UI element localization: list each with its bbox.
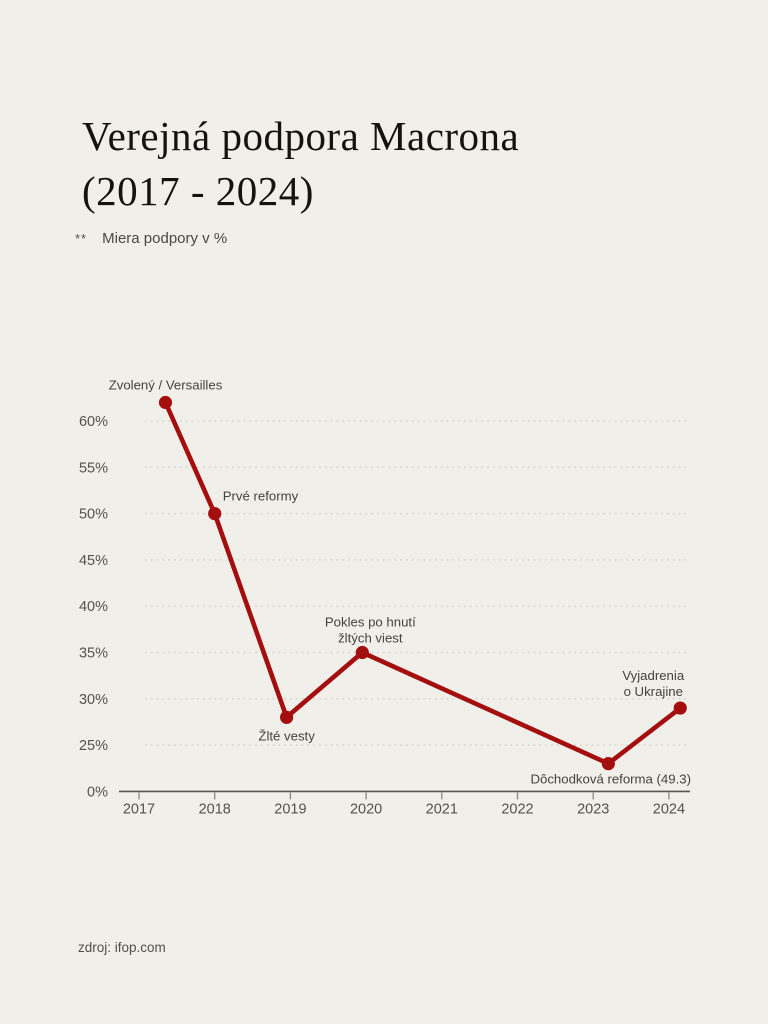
footnote-asterisks: ** [75,231,88,246]
y-tick-label: 45% [79,553,108,569]
point-annotation: Prvé reformy [223,489,299,504]
data-point [208,506,222,521]
point-annotation: Zvolený / Versailles [109,377,223,392]
y-tick-label: 30% [79,692,108,708]
y-tick-label: 40% [79,599,108,615]
trend-line [163,400,683,766]
page-title: Verejná podpora Macrona (2017 - 2024) [82,113,520,214]
y-tick-label: 25% [79,738,108,754]
data-point [673,701,687,715]
y-tick-label: 60% [79,414,108,430]
y-tick-label: 55% [79,460,108,476]
x-tick-label: 2018 [199,801,231,817]
point-annotation: Dôchodková reforma (49.3) [530,772,691,787]
point-annotation: Vyjadrenia [622,668,684,683]
x-tick-label: 2020 [350,801,382,817]
y-tick-label: 50% [79,507,108,523]
source-note: zdroj: ifop.com [78,940,166,955]
point-annotation: Žlté vesty [258,728,315,743]
x-tick-label: 2019 [274,801,306,817]
point-annotation: o Ukrajine [624,684,683,699]
data-point [280,710,294,724]
data-point [601,757,615,771]
point-annotation: Pokles po hnutí [325,615,416,630]
chart-subtitle-label: Miera podpory v % [102,230,228,247]
x-tick-label: 2017 [123,801,155,817]
x-tick-label: 2021 [426,801,458,817]
chart-subtitle: ** Miera podpory v % [75,230,227,247]
y-tick-label: 35% [79,646,108,662]
x-tick-label: 2022 [501,801,533,817]
x-tick-label: 2023 [577,801,609,817]
point-annotation: žltých viest [338,631,403,646]
y-tick-label: 0% [87,784,108,800]
x-tick-label: 2024 [653,801,685,817]
data-point [158,395,173,410]
data-point [355,645,369,660]
